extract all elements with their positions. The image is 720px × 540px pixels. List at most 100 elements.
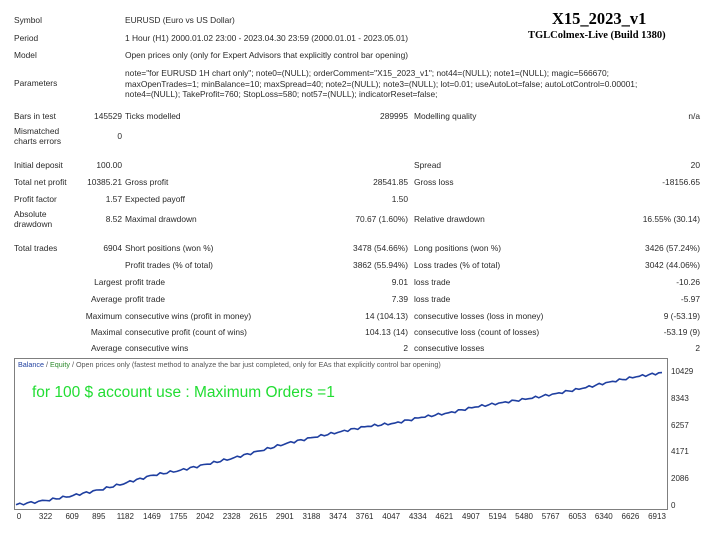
x-tick-label: 6340 (594, 512, 613, 521)
trades-label: Total trades (14, 243, 58, 253)
period-value: 1 Hour (H1) 2000.01.02 23:00 - 2023.04.3… (125, 33, 409, 43)
model-value: Open prices only (only for Expert Adviso… (125, 50, 409, 60)
maxdd-value: 70.67 (1.60%) (355, 214, 408, 224)
balance-chart (15, 371, 663, 506)
bars-value: 145529 (94, 111, 122, 121)
x-tick-label: 4334 (408, 512, 427, 521)
parameters-value: note="for EURUSD 1H chart only"; note0=(… (125, 68, 705, 100)
max-wins-value: 14 (104.13) (365, 311, 408, 321)
maximal-profit-value: 104.13 (14) (365, 327, 408, 337)
absdd-label-line-1: Absolute (14, 209, 47, 219)
parameters-line-1: note="for EURUSD 1H chart only"; note0=(… (125, 68, 609, 78)
reldd-label: Relative drawdown (414, 214, 485, 224)
period-label: Period (14, 33, 39, 43)
average-loss-label: loss trade (414, 294, 451, 304)
reldd-value: 16.55% (30.14) (642, 214, 700, 224)
quality-value: n/a (688, 111, 700, 121)
y-tick-label: 6257 (671, 420, 689, 430)
long-value: 3426 (57.24%) (645, 243, 700, 253)
max-losses-label: consecutive losses (loss in money) (414, 311, 544, 321)
x-tick-label: 3761 (355, 512, 374, 521)
trades-value: 6904 (103, 243, 122, 253)
x-tick-label: 1469 (143, 512, 161, 521)
x-tick-label: 2328 (222, 512, 241, 521)
pf-label: Profit factor (14, 194, 57, 204)
grossprofit-label: Gross profit (125, 177, 169, 187)
avg-losses-label: consecutive losses (414, 343, 485, 353)
grossprofit-value: 28541.85 (373, 177, 408, 187)
legend-balance: Balance (18, 360, 44, 369)
x-tick-label: 2615 (249, 512, 268, 521)
largest-profit-label: profit trade (125, 277, 166, 287)
symbol-value: EURUSD (Euro vs US Dollar) (125, 15, 235, 25)
average-loss-value: -5.97 (680, 294, 700, 304)
y-tick-label: 2086 (671, 474, 689, 484)
profit-trades-value: 3862 (55.94%) (353, 260, 408, 270)
legend-equity: Equity (49, 360, 70, 369)
x-tick-label: 609 (65, 512, 79, 521)
legend-description: / Open prices only (fastest method to an… (69, 360, 441, 369)
ticks-label: Ticks modelled (125, 111, 181, 121)
payoff-label: Expected payoff (125, 194, 185, 204)
x-tick-label: 895 (92, 512, 106, 521)
payoff-value: 1.50 (391, 194, 408, 204)
x-tick-label: 0 (16, 512, 22, 521)
max-losses-value: 9 (-53.19) (663, 311, 700, 321)
mismatch-label: Mismatched charts errors (14, 126, 61, 146)
absdd-label-line-2: drawdown (14, 219, 53, 229)
short-value: 3478 (54.66%) (353, 243, 408, 253)
model-label: Model (14, 50, 37, 60)
mismatch-label-line-2: charts errors (14, 136, 62, 146)
maximal-label: Maximal (90, 327, 122, 337)
x-tick-label: 6626 (621, 512, 640, 521)
x-tick-label: 5767 (541, 512, 560, 521)
x-tick-label: 1755 (169, 512, 188, 521)
x-tick-label: 2042 (196, 512, 214, 521)
short-label: Short positions (won %) (125, 243, 214, 253)
maximum-label: Maximum (85, 311, 122, 321)
mismatch-value: 0 (117, 131, 122, 141)
loss-trades-label: Loss trades (% of total) (414, 260, 501, 270)
netprofit-label: Total net profit (14, 177, 67, 187)
maxdd-label: Maximal drawdown (125, 214, 197, 224)
deposit-value: 100.00 (96, 160, 122, 170)
avg-losses-value: 2 (695, 343, 700, 353)
pf-value: 1.57 (105, 194, 122, 204)
max-wins-label: consecutive wins (profit in money) (125, 311, 252, 321)
parameters-line-2: maxOpenTrades=1; minBalance=10; maxSprea… (125, 78, 638, 89)
largest-loss-label: loss trade (414, 277, 451, 287)
average-profit-label: profit trade (125, 294, 166, 304)
largest-label: Largest (94, 277, 122, 287)
x-tick-label: 2901 (275, 512, 294, 521)
x-tick-label: 6913 (648, 512, 666, 521)
x-tick-label: 5480 (515, 512, 533, 521)
y-tick-label: 0 (671, 501, 676, 510)
grossloss-value: -18156.65 (662, 177, 700, 187)
x-tick-label: 3474 (329, 512, 347, 521)
loss-trades-value: 3042 (44.06%) (645, 260, 700, 270)
avg-consec-label: Average (90, 343, 122, 353)
legend-separator: / (43, 360, 50, 369)
x-tick-label: 322 (38, 512, 53, 521)
x-tick-label: 3188 (302, 512, 321, 521)
maximal-profit-label: consecutive profit (count of wins) (125, 327, 247, 337)
absdd-value: 8.52 (105, 214, 122, 224)
x-tick-label: 4621 (435, 512, 454, 521)
series-line-balance (15, 371, 663, 506)
x-tick-label: 5194 (488, 512, 507, 521)
spread-label: Spread (414, 160, 442, 170)
x-tick-label: 4047 (382, 512, 401, 521)
x-tick-label: 4907 (462, 512, 480, 521)
avg-wins-value: 2 (403, 343, 408, 353)
avg-wins-label: consecutive wins (125, 343, 189, 353)
y-tick-label: 8343 (671, 393, 689, 403)
ticks-value: 289995 (380, 111, 408, 121)
y-tick-label: 4171 (671, 447, 689, 457)
profit-trades-label: Profit trades (% of total) (125, 260, 213, 270)
netprofit-value: 10385.21 (87, 177, 122, 187)
long-label: Long positions (won %) (414, 243, 502, 253)
largest-profit-value: 9.01 (391, 277, 408, 287)
maximal-loss-label: consecutive loss (count of losses) (414, 327, 540, 337)
symbol-label: Symbol (14, 15, 42, 25)
mismatch-label-line-1: Mismatched (14, 126, 60, 136)
